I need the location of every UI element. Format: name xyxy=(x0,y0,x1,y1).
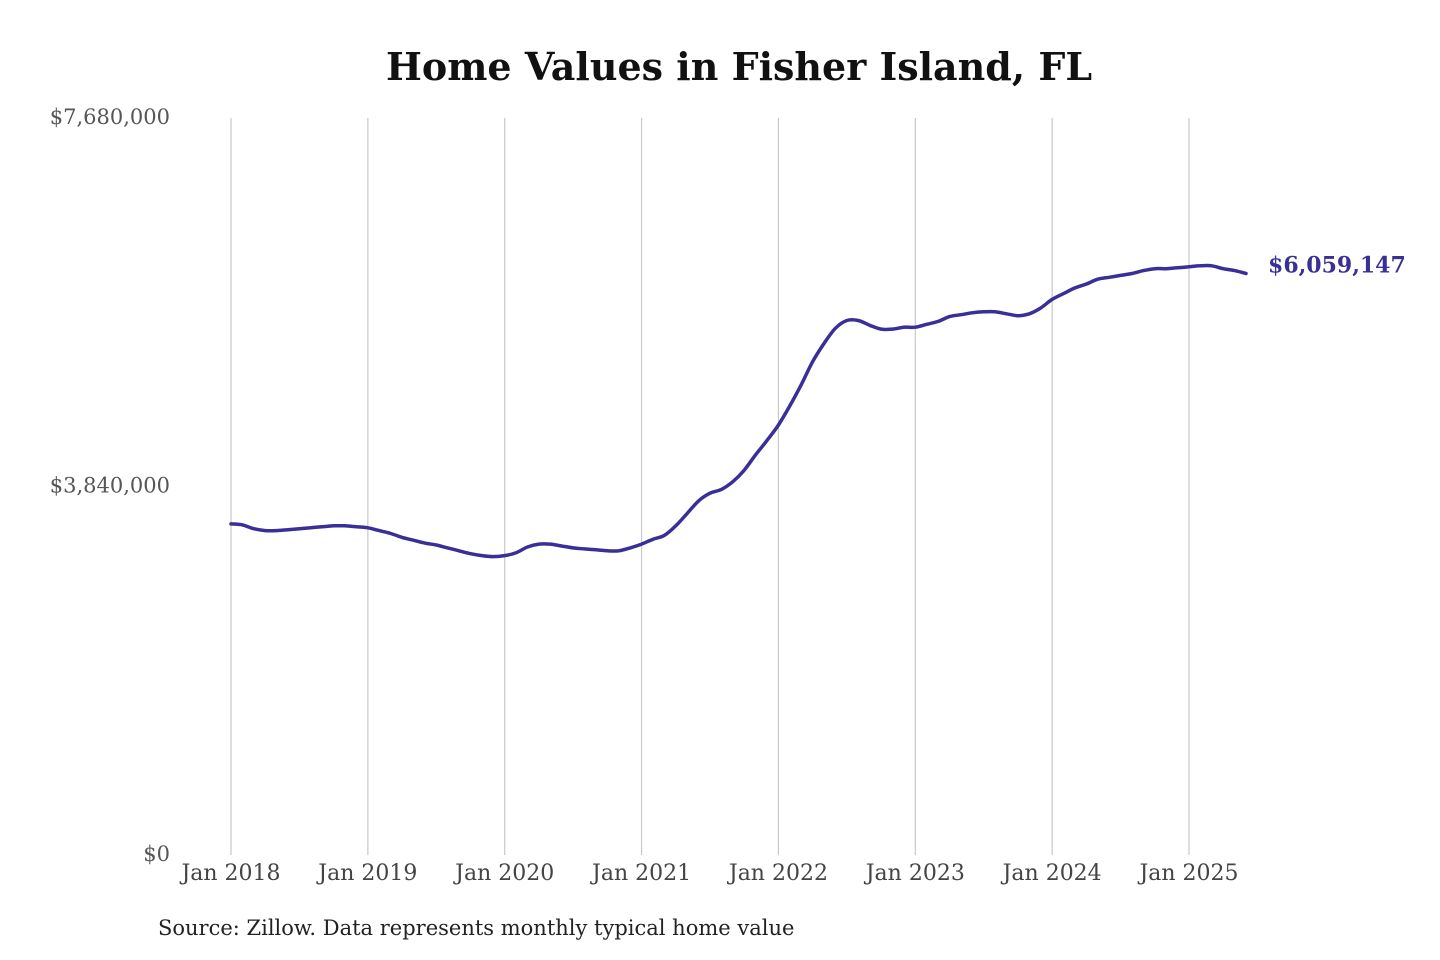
y-axis-ticks: $7,680,000 $3,840,000 $0 xyxy=(50,105,170,866)
x-tick-label: Jan 2019 xyxy=(316,861,417,886)
series-line xyxy=(229,263,1248,559)
x-tick-label: Jan 2025 xyxy=(1137,861,1238,886)
series-layer xyxy=(229,263,1248,559)
chart-title: Home Values in Fisher Island, FL xyxy=(385,44,1093,89)
x-tick-label: Jan 2024 xyxy=(1001,861,1102,886)
x-tick-label: Jan 2023 xyxy=(864,861,965,886)
end-label-layer: $6,059,147 xyxy=(1268,253,1406,279)
x-tick-label: Jan 2021 xyxy=(590,861,691,886)
x-tick-label: Jan 2022 xyxy=(727,861,828,886)
x-tick-label: Jan 2018 xyxy=(179,861,280,886)
x-tick-label: Jan 2020 xyxy=(453,861,554,886)
source-note: Source: Zillow. Data represents monthly … xyxy=(158,916,795,940)
end-value-label: $6,059,147 xyxy=(1268,253,1406,279)
y-tick-label: $3,840,000 xyxy=(50,474,170,498)
gridlines xyxy=(230,118,1190,855)
y-tick-label: $0 xyxy=(143,842,170,866)
y-tick-label: $7,680,000 xyxy=(50,105,170,129)
x-axis-ticks: Jan 2018 Jan 2019 Jan 2020 Jan 2021 Jan 2022… xyxy=(179,861,1238,886)
